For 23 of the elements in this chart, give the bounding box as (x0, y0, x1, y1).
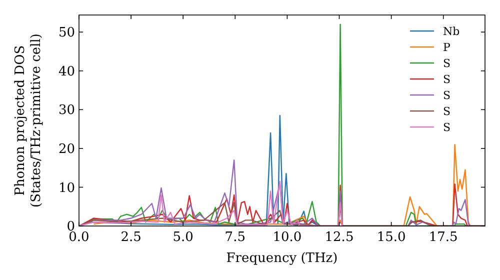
x-tick-label: 5.0 (172, 230, 194, 245)
y-tick-label: 20 (58, 142, 75, 157)
x-tick-label: 2.5 (120, 230, 142, 245)
y-tick-label: 40 (58, 64, 75, 80)
x-tick-label: 7.5 (224, 230, 246, 245)
legend-label: S (443, 88, 451, 102)
x-tick-label: 17.5 (428, 230, 458, 245)
legend-label: S (443, 120, 451, 134)
y-tick-label: 30 (58, 103, 75, 118)
x-tick-label: 12.5 (324, 230, 354, 245)
y-tick-label: 50 (58, 26, 75, 41)
legend-label: S (443, 104, 451, 118)
x-axis-title: Frequency (THz) (226, 251, 338, 266)
x-tick-label: 15.0 (376, 230, 406, 245)
y-axis-title: Phonon projected DOS (States/THz·primitive cell) (13, 33, 44, 208)
line-series (79, 180, 343, 226)
x-tick-label: 0.0 (68, 230, 90, 245)
x-tick-label: 10.0 (272, 230, 302, 245)
legend-label: Nb (443, 24, 460, 38)
legend-label: P (443, 40, 451, 54)
legend-label: S (443, 56, 451, 70)
y-tick-label: 10 (58, 180, 75, 196)
legend-label: S (443, 72, 451, 86)
